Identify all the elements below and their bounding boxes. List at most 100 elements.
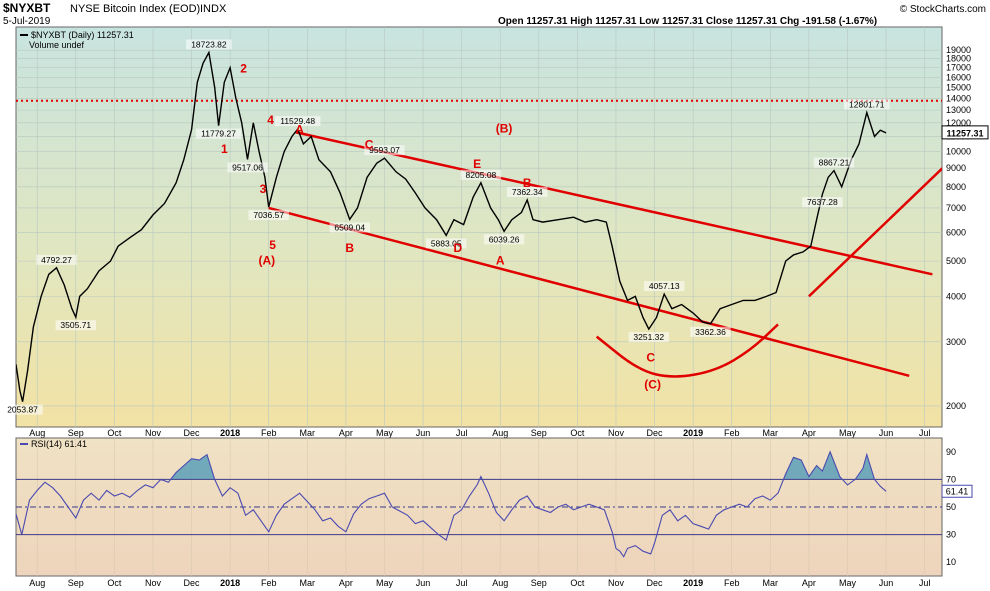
price-x-tick-label: May (839, 428, 857, 438)
price-annotation-label: 11529.48 (280, 116, 315, 126)
wave-count-label: E (473, 157, 481, 171)
trendlines (16, 99, 942, 378)
price-x-tick-label: Feb (261, 428, 277, 438)
rsi-tick-label: 10 (946, 557, 956, 567)
price-x-tick-label: Jun (416, 428, 431, 438)
wave-count-label: A (496, 253, 505, 267)
price-annotation-label: 18723.82 (191, 39, 227, 49)
price-label-bg (426, 238, 467, 249)
chart-symbol: $NYXBT (3, 1, 51, 15)
price-annotation-label: 7362.34 (512, 187, 543, 197)
rsi-x-tick-label: Jun (416, 578, 431, 588)
rsi-last-label: 61.41 (946, 486, 969, 496)
rsi-x-tick-label: Dec (184, 578, 201, 588)
price-label-bg (36, 254, 77, 265)
price-annotation-label: 3505.71 (60, 320, 91, 330)
price-x-tick-label: Aug (492, 428, 508, 438)
price-annotation-label: 6039.26 (489, 234, 520, 244)
price-label-bg (364, 145, 405, 156)
rsi-x-tick-label: Apr (339, 578, 353, 588)
wave-count-label: B (345, 241, 354, 255)
price-label-bg (813, 157, 855, 168)
price-tick-label: 19000 (946, 45, 971, 55)
chart-exchange: INDX (200, 3, 227, 15)
price-y-axis: 2000300040005000600070008000900010000110… (946, 45, 971, 411)
price-x-tick-label: Mar (300, 428, 316, 438)
rsi-x-tick-label: Nov (608, 578, 625, 588)
price-tick-label: 9000 (946, 163, 966, 173)
price-x-axis: Aug Sep Oct Nov Dec 2018 Feb Mar Apr May Jun Jul Aug… (29, 428, 930, 438)
price-label-bg (186, 39, 232, 50)
rsi-tick-label: 30 (946, 530, 956, 540)
price-x-tick-label: Apr (802, 428, 816, 438)
ohlc-readout: Open 11257.31 High 11257.31 Low 11257.31… (498, 16, 877, 27)
price-label-bg (843, 99, 890, 110)
price-annotation-label: 4057.13 (649, 281, 680, 291)
price-label-bg (644, 281, 685, 292)
rsi-x-tick-label: 2019 (683, 578, 703, 588)
price-annotation-label: 8867.21 (819, 158, 850, 168)
price-label-bg (483, 234, 525, 245)
price-tick-label: 8000 (946, 182, 966, 192)
price-annotation-label: 7036.57 (253, 210, 284, 220)
price-tick-label: 4000 (946, 291, 966, 301)
price-label-bg (248, 210, 289, 221)
price-annotation-label: 12801.71 (849, 100, 885, 110)
chart-name: NYSE Bitcoin Index (EOD) (70, 3, 200, 15)
bottom-arc (595, 323, 779, 378)
price-label-bg (802, 197, 843, 208)
rsi-x-tick-label: May (376, 578, 394, 588)
wave-count-label: 4 (267, 113, 274, 127)
credit-text: © StockCharts.com (900, 4, 986, 15)
price-x-tick-label: Nov (145, 428, 162, 438)
price-legend: $NYXBT (Daily) 11257.31 Volume undef (20, 30, 134, 50)
price-x-tick-label: 2018 (220, 428, 240, 438)
price-label-bg (628, 332, 669, 343)
price-annotation-label: 7637.28 (807, 197, 838, 207)
rsi-x-tick-label: Apr (802, 578, 816, 588)
wave-count-label: 5 (269, 238, 276, 252)
price-tick-label: 3000 (946, 337, 966, 347)
wave-count-label: A (295, 123, 304, 137)
price-x-tick-label: Apr (339, 428, 353, 438)
price-annotation-label: 11779.27 (201, 129, 236, 139)
price-annotation-label: 3362.36 (695, 327, 726, 337)
price-label-bg (2, 404, 43, 415)
price-annotations: 2053.87 4792.27 3505.71 18723.82 11779.27 951… (2, 39, 890, 415)
wave-count-label: 1 (221, 142, 228, 156)
rsi-x-tick-label: Sep (68, 578, 84, 588)
rsi-tick-label: 90 (946, 447, 956, 457)
rsi-last-tag: 61.41 (941, 484, 973, 498)
last-price-label: 11257.31 (946, 128, 983, 138)
rsi-tick-label: 50 (946, 502, 956, 512)
price-annotation-label: 9517.06 (232, 162, 263, 172)
price-series-line (16, 50, 887, 402)
wave-count-label: C (646, 350, 655, 364)
trendline-segment (295, 131, 933, 276)
price-x-tick-label: Jul (919, 428, 931, 438)
rsi-x-tick-label: Feb (724, 578, 740, 588)
price-x-tick-label: Sep (68, 428, 84, 438)
price-x-tick-label: Dec (647, 428, 664, 438)
rsi-x-tick-label: Aug (29, 578, 45, 588)
trendline-segment (808, 166, 942, 298)
price-annotation-label: 2053.87 (7, 405, 38, 415)
price-label-bg (195, 128, 242, 139)
price-tick-label: 17000 (946, 63, 971, 73)
rsi-x-tick-label: Jul (919, 578, 931, 588)
rsi-x-tick-label: Nov (145, 578, 162, 588)
rsi-x-tick-label: 2018 (220, 578, 240, 588)
rsi-legend-text: RSI(14) 61.41 (31, 439, 87, 449)
price-tick-label: 10000 (946, 147, 971, 157)
price-x-tick-label: 2019 (683, 428, 703, 438)
rsi-x-tick-label: Aug (492, 578, 508, 588)
price-tick-label: 16000 (946, 72, 971, 82)
price-x-tick-label: Aug (29, 428, 45, 438)
wave-count-label: 2 (240, 61, 247, 75)
rsi-x-axis: Aug Sep Oct Nov Dec 2018 Feb Mar Apr May Jun Jul Aug… (29, 578, 930, 588)
price-tick-label: 14000 (946, 93, 971, 103)
price-annotation-label: 3251.32 (633, 332, 664, 342)
rsi-y-axis: 10 30 50 70 90 (946, 447, 956, 567)
rsi-x-tick-label: Jun (879, 578, 894, 588)
